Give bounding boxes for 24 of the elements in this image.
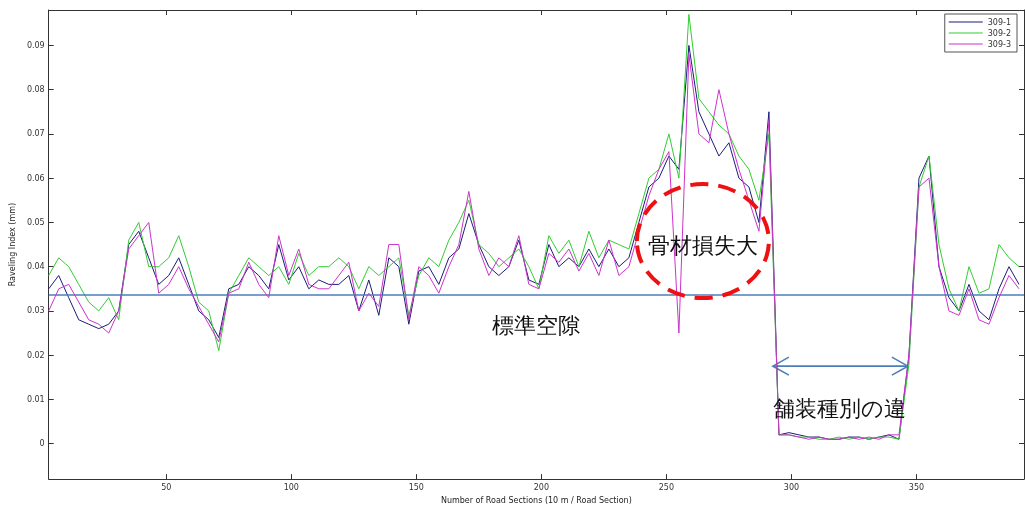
annotation: 骨材損失大: [647, 232, 758, 258]
legend-label: 309-1: [987, 17, 1011, 27]
x-tick-label: 350: [908, 482, 925, 492]
y-tick-label: 0.07: [26, 129, 45, 139]
y-tick-label: 0.01: [26, 394, 45, 404]
x-tick-label: 200: [533, 482, 549, 492]
y-tick-label: 0.03: [26, 306, 45, 316]
y-tick-label: 0.08: [26, 85, 45, 95]
legend-label: 309-2: [987, 28, 1011, 38]
ref-line-label: 標準空隙: [492, 313, 581, 339]
x-tick-label: 300: [783, 482, 800, 492]
legend-label: 309-3: [987, 39, 1011, 49]
y-tick-label: 0.05: [26, 217, 45, 227]
x-axis-title: Number of Road Sections (10 m / Road Section): [440, 495, 632, 505]
y-tick-label: 0.04: [26, 262, 45, 272]
y-tick-label: 0: [39, 439, 45, 449]
x-tick-label: 150: [408, 482, 424, 492]
y-tick-label: 0.09: [26, 40, 45, 50]
y-tick-label: 0.06: [26, 173, 45, 183]
x-tick-label: 50: [161, 482, 172, 492]
y-axis-title: Raveling Index (mm): [7, 202, 17, 287]
y-tick-label: 0.02: [26, 350, 45, 360]
x-tick-label: 100: [283, 482, 299, 492]
x-tick-label: 250: [658, 482, 675, 492]
